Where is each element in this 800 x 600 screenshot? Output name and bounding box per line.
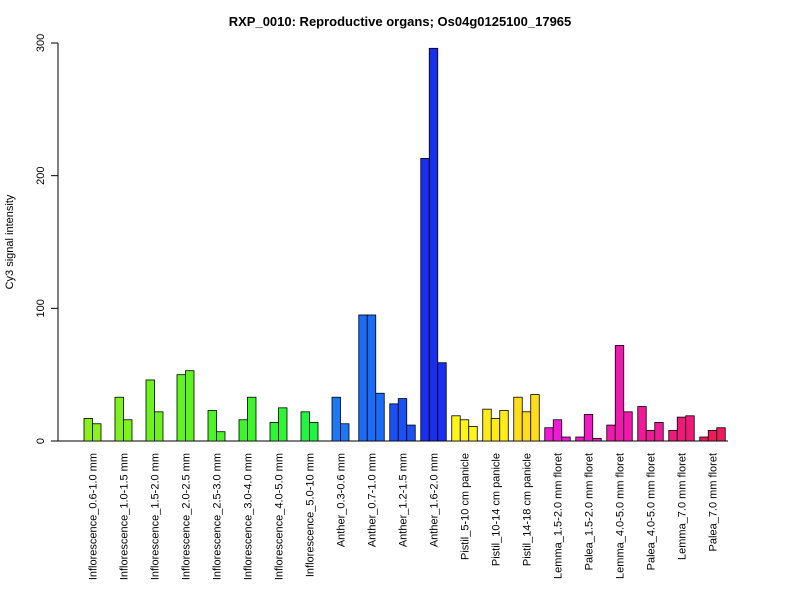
bar xyxy=(699,436,709,442)
x-tick-label: Pistil_5-10 cm panicle xyxy=(460,453,472,560)
bar xyxy=(154,411,164,442)
x-tick-label: Lemma_1.5-2.0 mm floret xyxy=(553,453,565,579)
bar xyxy=(614,345,625,442)
bar xyxy=(92,423,102,442)
bar xyxy=(123,419,133,442)
x-tick-labels: Inflorescence_0.6-1.0 mm Inflorescence_1.… xyxy=(88,453,720,580)
bar xyxy=(278,407,288,442)
x-tick-label: Inflorescence_2.0-2.5 mm xyxy=(181,453,193,580)
bars-layer xyxy=(58,47,728,442)
chart-title: RXP_0010: Reproductive organs; Os04g0125… xyxy=(229,14,572,29)
bar xyxy=(676,416,687,442)
bar xyxy=(482,408,492,442)
bar xyxy=(207,410,217,442)
bar xyxy=(247,396,257,442)
bar xyxy=(490,418,501,442)
bar xyxy=(300,411,310,442)
x-tick-label: Inflorescence_0.6-1.0 mm xyxy=(88,453,100,580)
bar xyxy=(707,429,718,442)
x-tick-label: Anther_1.6-2.0 mm xyxy=(429,453,441,547)
bar xyxy=(592,437,602,442)
x-tick-label: Pistil_14-18 cm panicle xyxy=(522,453,534,566)
y-tick-label: 200 xyxy=(35,166,47,184)
bar xyxy=(375,392,385,442)
x-tick-label: Pistil_10-14 cm panicle xyxy=(491,453,503,566)
x-tick-label: Inflorescence_3.0-4.0 mm xyxy=(243,453,255,580)
bar xyxy=(468,426,478,442)
bar xyxy=(114,396,124,442)
bar xyxy=(176,374,186,442)
bar xyxy=(340,423,350,442)
y-tick-label: 300 xyxy=(35,34,47,52)
bar xyxy=(552,419,563,442)
bar xyxy=(309,422,319,442)
x-tick-label: Inflorescence_5.0-10 mm xyxy=(305,453,317,577)
bar xyxy=(331,396,341,442)
x-tick-label: Inflorescence_4.0-5.0 mm xyxy=(274,453,286,580)
bar xyxy=(521,411,532,442)
x-tick-label: Lemma_7.0 mm floret xyxy=(677,453,689,560)
bar xyxy=(83,418,93,442)
bar xyxy=(544,427,554,442)
bar xyxy=(185,370,195,442)
bar xyxy=(685,415,695,442)
bar xyxy=(366,314,377,442)
bar xyxy=(583,414,594,442)
bar xyxy=(269,422,279,442)
x-tick-label: Anther_1.2-1.5 mm xyxy=(398,453,410,547)
bar xyxy=(459,419,470,442)
bar xyxy=(389,403,399,442)
bar xyxy=(637,406,647,442)
y-tick-label: 0 xyxy=(35,438,47,444)
bar xyxy=(428,47,439,442)
x-tick-label: Anther_0.3-0.6 mm xyxy=(336,453,348,547)
y-axis-label: Cy3 signal intensity xyxy=(4,194,16,289)
bar xyxy=(406,424,416,442)
bar xyxy=(437,362,447,442)
x-tick-label: Inflorescence_1.5-2.0 mm xyxy=(150,453,162,580)
bar xyxy=(238,419,248,442)
x-tick-label: Inflorescence_1.0-1.5 mm xyxy=(119,453,131,580)
y-tick-label: 100 xyxy=(35,299,47,317)
bar xyxy=(716,427,726,442)
bar xyxy=(145,379,155,442)
y-axis: 0 100 200 300 xyxy=(35,34,59,444)
bar xyxy=(575,436,585,442)
x-tick-label: Palea_1.5-2.0 mm floret xyxy=(584,453,596,570)
bar xyxy=(668,429,678,442)
bar xyxy=(606,424,616,442)
bar xyxy=(216,431,226,442)
x-tick-label: Palea_4.0-5.0 mm floret xyxy=(646,453,658,570)
bar xyxy=(397,398,408,442)
x-tick-label: Palea_7.0 mm floret xyxy=(708,453,720,551)
bar xyxy=(499,410,509,442)
bar xyxy=(530,394,540,442)
bar xyxy=(451,415,461,442)
bar xyxy=(358,314,368,442)
bar xyxy=(513,396,523,442)
bar xyxy=(623,411,633,442)
x-tick-label: Lemma_4.0-5.0 mm floret xyxy=(615,453,627,579)
bar xyxy=(561,436,571,442)
x-tick-label: Inflorescence_2.5-3.0 mm xyxy=(212,453,224,580)
x-tick-label: Anther_0.7-1.0 mm xyxy=(367,453,379,547)
bar xyxy=(645,429,656,442)
bar xyxy=(654,422,664,442)
bar xyxy=(420,158,430,442)
